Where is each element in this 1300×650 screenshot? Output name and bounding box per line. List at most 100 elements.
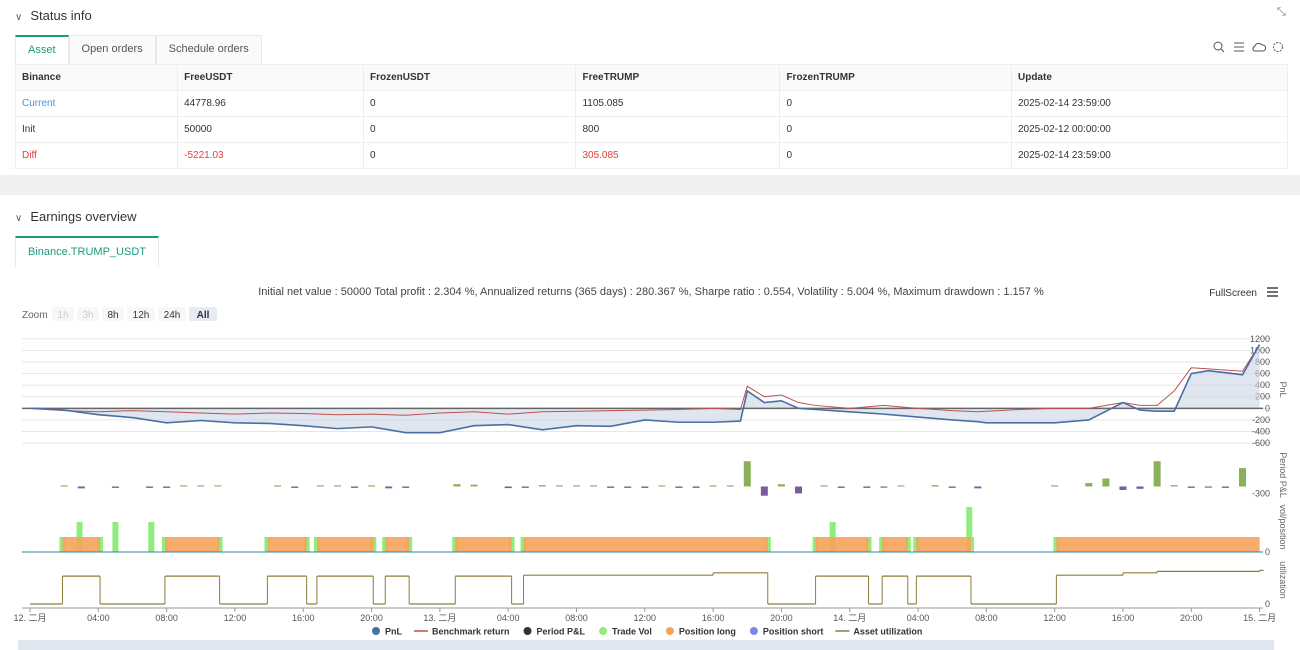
period-bar — [624, 486, 632, 488]
period-bar — [1119, 486, 1127, 490]
earnings-header[interactable]: ∨ Earnings overview — [15, 209, 137, 224]
tab[interactable]: Open orders — [68, 35, 156, 64]
trade-vol-bar — [148, 522, 155, 552]
period-bar — [291, 486, 299, 488]
period-bar — [1102, 478, 1110, 487]
period-bar — [60, 485, 68, 487]
period-bar — [572, 485, 580, 487]
period-bar — [897, 485, 905, 487]
status-header[interactable]: ∨ Status info — [15, 8, 92, 23]
expand-icon[interactable]: ⤡ — [1277, 6, 1286, 18]
period-bar — [709, 485, 717, 487]
position-long-bar — [1056, 537, 1260, 552]
zoom-button[interactable] — [189, 307, 217, 321]
table-cell: Diff — [14, 142, 179, 169]
x-tick-label: 04:00 — [87, 613, 110, 623]
period-bar — [1136, 486, 1144, 489]
period-bar — [146, 486, 154, 488]
legend-item[interactable]: Asset utilization — [853, 627, 922, 637]
period-bar — [607, 486, 615, 488]
zoom-button[interactable] — [102, 307, 124, 321]
zoom-button-label[interactable]: 8h — [107, 310, 118, 321]
legend-item[interactable]: Period P&L — [537, 627, 586, 637]
y-tick-label: 0 — [1265, 599, 1270, 609]
tab[interactable]: Asset — [15, 35, 69, 64]
period-bar — [1187, 486, 1195, 488]
legend-symbol — [599, 627, 608, 635]
status-tabs: Asset Open orders Schedule orders — [15, 35, 262, 64]
table-cell: 2025-02-14 23:59:00 — [1010, 90, 1289, 117]
earnings-title: Earnings overview — [30, 209, 137, 224]
x-tick-label: 20:00 — [770, 613, 793, 623]
table-cell: 50000 — [177, 116, 364, 143]
navigator[interactable] — [18, 640, 1274, 650]
column-header: FreeUSDT — [177, 64, 364, 91]
y-tick-label: 800 — [1255, 357, 1270, 367]
x-tick-label: 16:00 — [292, 613, 315, 623]
zoom-button[interactable] — [127, 307, 155, 321]
table-cell: 2025-02-14 23:59:00 — [1010, 142, 1289, 169]
table-cell: 0 — [362, 90, 577, 117]
y-tick-label: 0 — [1265, 403, 1270, 413]
y-tick-label: -300 — [1252, 488, 1270, 498]
column-header: Update — [1010, 64, 1289, 91]
period-bar — [111, 486, 119, 488]
period-bar — [453, 484, 461, 487]
table-row: Init 50000 0 800 0 2025-02-12 00:00:00 — [14, 116, 1289, 143]
period-bar — [1085, 483, 1093, 487]
settings-icon[interactable] — [1273, 42, 1283, 52]
period-bar — [880, 486, 888, 488]
table-cell: 800 — [575, 116, 781, 143]
legend-item[interactable]: Trade Vol — [612, 627, 652, 637]
zoom-button[interactable] — [52, 307, 74, 321]
menu-icon[interactable] — [1234, 42, 1244, 52]
cloud-icon[interactable] — [1252, 42, 1267, 52]
zoom-button-label[interactable]: 12h — [133, 310, 150, 321]
legend-item[interactable]: Position long — [679, 627, 736, 637]
period-bar — [385, 486, 393, 489]
position-long-bar — [385, 537, 410, 552]
trade-vol-bar — [112, 522, 119, 552]
x-tick-label: 08:00 — [975, 613, 998, 623]
period-bar — [760, 486, 768, 496]
period-bar — [77, 486, 85, 489]
position-long-bar — [882, 537, 908, 552]
tab[interactable]: Schedule orders — [155, 35, 262, 64]
period-bar — [555, 485, 563, 487]
chart: Initial net value : 50000 Total profit :… — [14, 286, 1288, 650]
zoom-label: Zoom — [22, 310, 48, 321]
period-bar — [538, 485, 546, 487]
table-cell: 2025-02-12 00:00:00 — [1010, 116, 1289, 143]
table-cell: 0 — [779, 142, 1012, 169]
period-bar — [180, 485, 188, 487]
period-bar — [214, 485, 222, 487]
search-icon[interactable] — [1213, 41, 1223, 51]
period-bar — [641, 486, 649, 488]
status-title: Status info — [30, 8, 92, 23]
zoom-button[interactable] — [77, 307, 99, 321]
zoom-button-label[interactable]: 3h — [82, 310, 93, 321]
period-bar — [504, 486, 512, 489]
position-long-bar — [316, 537, 374, 552]
zoom-button[interactable] — [158, 307, 186, 321]
period-bar — [726, 485, 734, 487]
tab[interactable]: Binance.TRUMP_USDT — [15, 236, 159, 267]
zoom-button-label[interactable]: All — [197, 310, 210, 321]
zoom-button-label[interactable]: 1h — [57, 310, 68, 321]
summary: Initial net value : 50000 Total profit :… — [258, 286, 1044, 298]
legend-item[interactable]: Position short — [763, 627, 824, 637]
table-cell: -5221.03 — [177, 142, 364, 169]
period-bar — [692, 486, 700, 488]
fullscreen-button[interactable]: FullScreen — [1209, 288, 1257, 299]
legend-item[interactable]: PnL — [385, 627, 403, 637]
x-tick-label: 16:00 — [702, 613, 725, 623]
menu-icon[interactable] — [1267, 287, 1278, 297]
period-bar — [333, 485, 341, 487]
legend-item[interactable]: Benchmark return — [432, 627, 510, 637]
header-row: Binance FreeUSDT FrozenUSDT FreeTRUMP Frozen… — [14, 64, 1289, 91]
period-bar — [948, 486, 956, 488]
zoom-button-label[interactable]: 24h — [164, 310, 181, 321]
column-header: FrozenTRUMP — [779, 64, 1012, 91]
period-bar — [974, 486, 982, 489]
period-bar — [863, 486, 871, 488]
